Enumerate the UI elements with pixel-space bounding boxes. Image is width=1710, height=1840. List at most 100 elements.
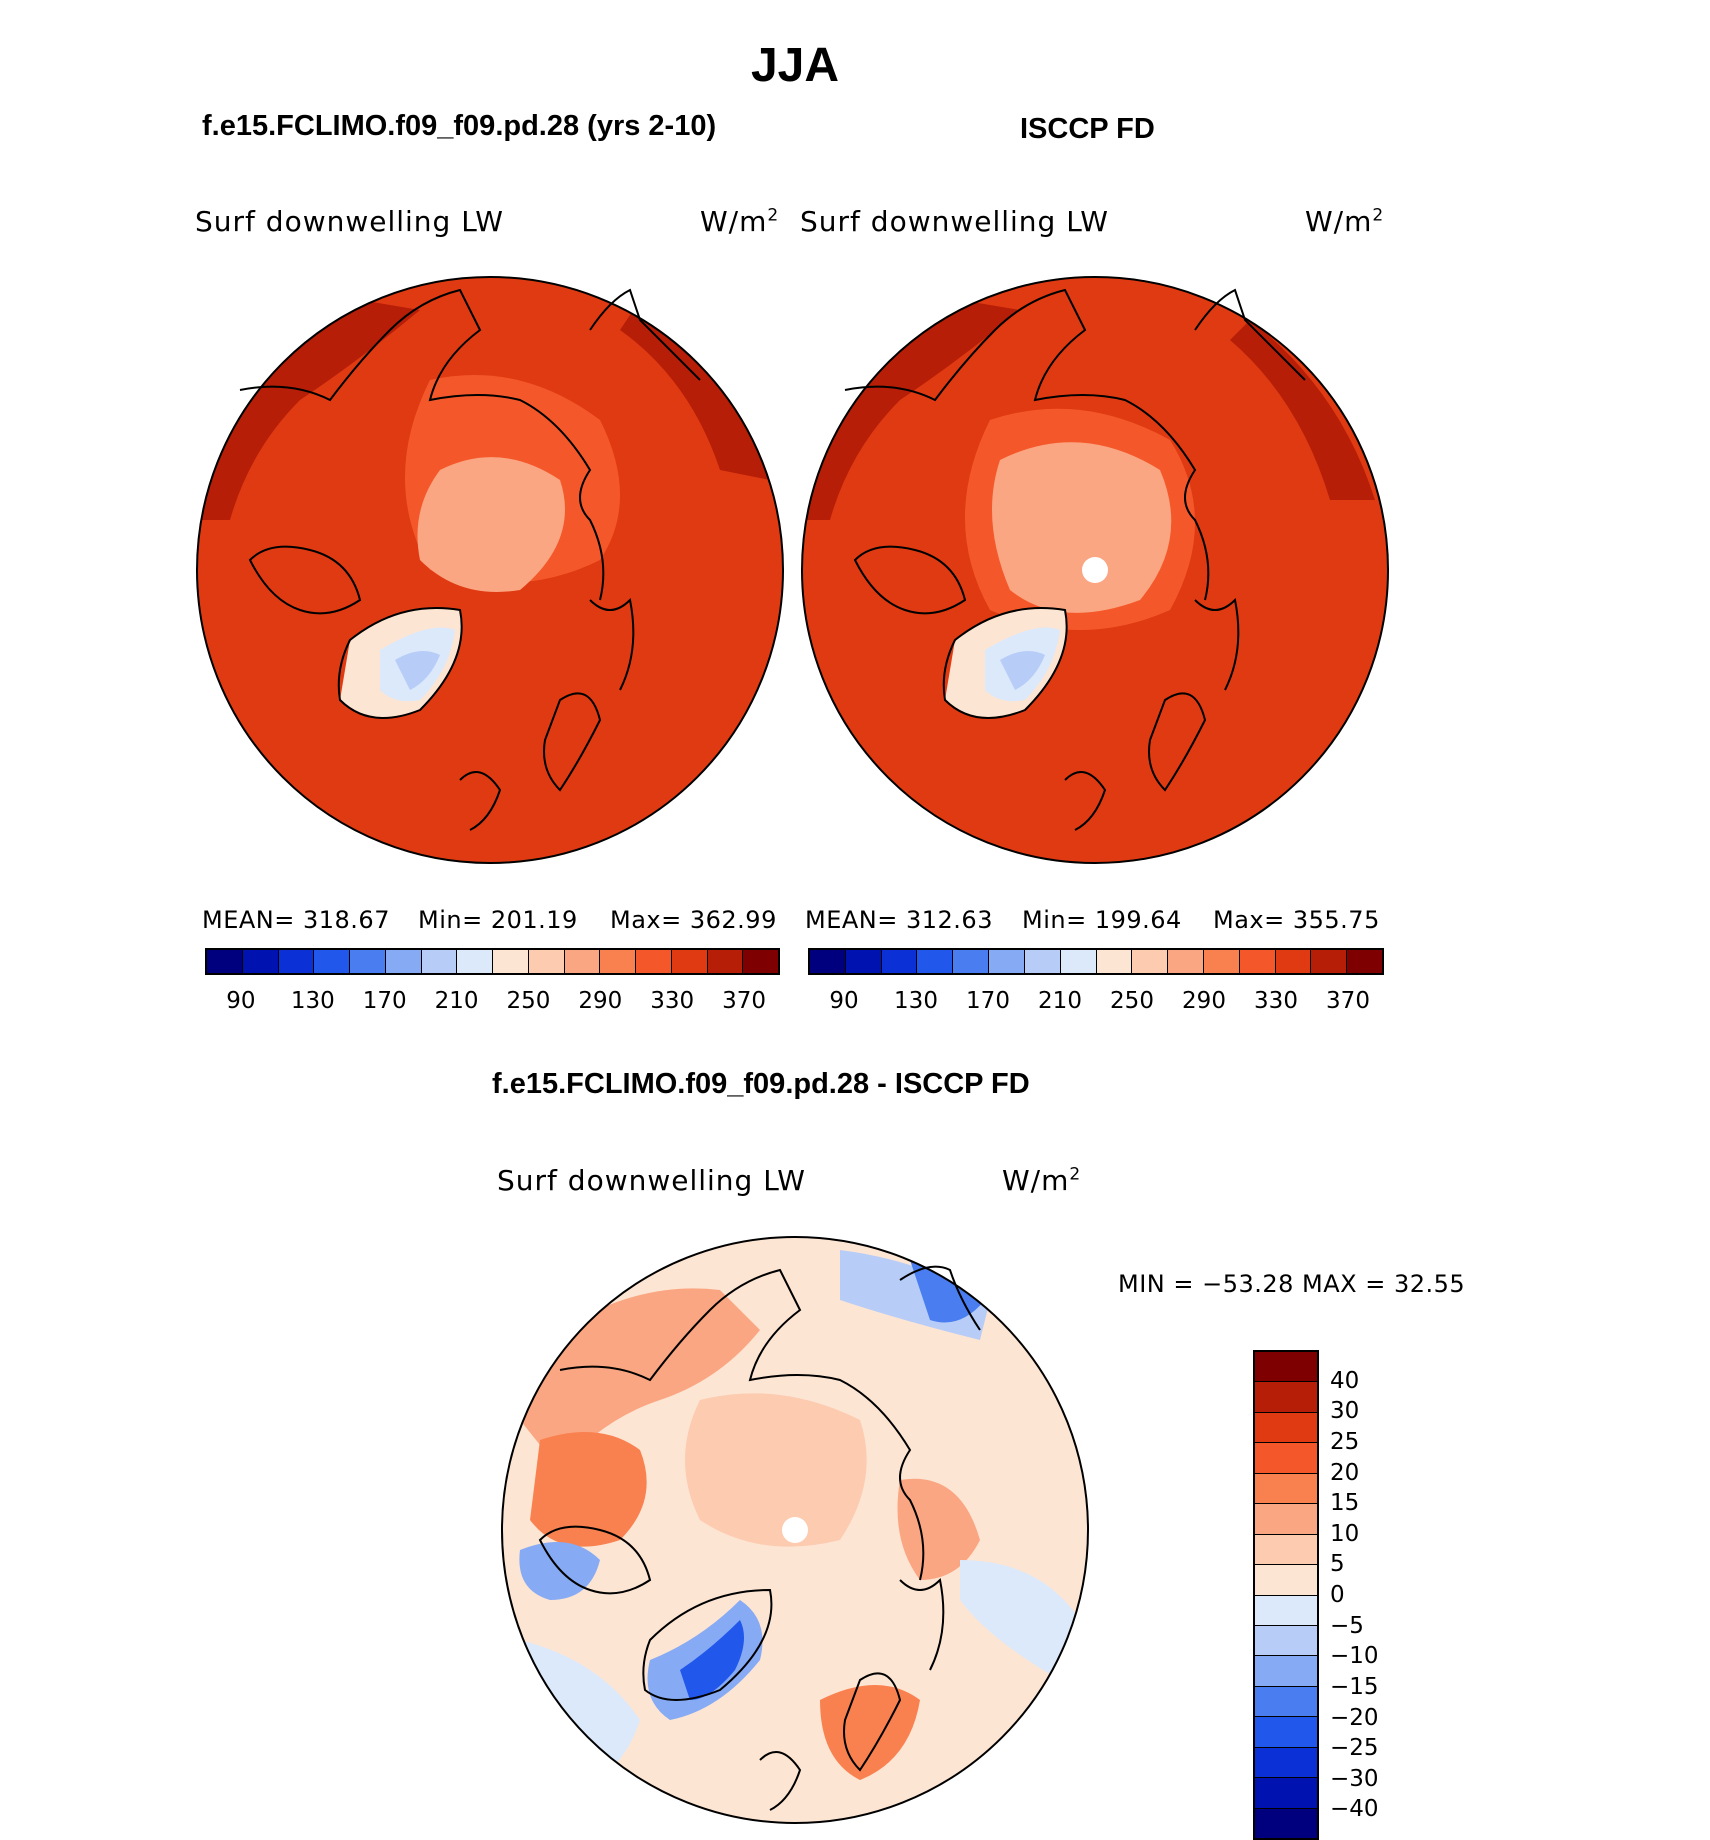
- diff-coastlines: [538, 1265, 981, 1811]
- diff-header: f.e15.FCLIMO.f09_f09.pd.28 - ISCCP FD: [492, 1068, 1030, 1100]
- panel2-colorbar-swatch: [953, 950, 990, 973]
- diff-field-neg-greenland: [647, 1600, 763, 1720]
- diff-colorbar-swatch: [1255, 1595, 1317, 1626]
- panel1-colorbar-swatch: [207, 950, 243, 973]
- panel1-coastlines: [239, 288, 701, 831]
- panel1-field-ring: [405, 375, 620, 583]
- diff-field-neg-sw: [520, 1640, 640, 1790]
- panel2-field-pole: [992, 442, 1172, 613]
- diff-colorbar-tick-label: 15: [1330, 1490, 1360, 1517]
- panel1-colorbar-swatch: [421, 950, 458, 973]
- panel1-field-greenland-rim: [340, 608, 462, 718]
- diff-field-neg-ne: [910, 1260, 985, 1323]
- panel2-colorbar-tick-label: 250: [1110, 988, 1154, 1014]
- panel2-variable-label: Surf downwelling LW: [800, 205, 1109, 238]
- diff-colorbar-swatch: [1255, 1717, 1317, 1748]
- diff-colorbar-swatch: [1255, 1443, 1317, 1474]
- panel2-colorbar-swatch: [1096, 950, 1133, 973]
- panel2-colorbar-tick-label: 330: [1254, 988, 1298, 1014]
- diff-pole-hole: [782, 1517, 808, 1543]
- panel2-colorbar-tick-label: 290: [1182, 988, 1226, 1014]
- panel1-map-border: [196, 276, 784, 864]
- panel1-colorbar-swatch: [743, 950, 778, 973]
- panel2-colorbar-swatch: [845, 950, 882, 973]
- panel2-min: Min= 199.64: [1022, 906, 1182, 934]
- diff-colorbar-tick-label: 20: [1330, 1459, 1360, 1486]
- diff-colorbar-tick-label: −15: [1330, 1673, 1379, 1700]
- panel1-colorbar-swatch: [314, 950, 350, 973]
- diff-field-neg-w: [519, 1542, 600, 1600]
- diff-colorbar-swatch: [1255, 1504, 1317, 1535]
- diff-units-label: W/m2: [1002, 1164, 1082, 1197]
- panel1-field-dark-ne: [620, 300, 770, 480]
- panel2-mean: MEAN= 312.63: [805, 906, 993, 934]
- diff-colorbar-swatch: [1255, 1565, 1317, 1596]
- panel1-colorbar-tick-label: 250: [506, 988, 551, 1014]
- panel2-pole-hole: [1082, 557, 1108, 583]
- panel1-colorbar-swatch: [707, 950, 744, 973]
- diff-field-neg-greenland-core: [680, 1620, 744, 1700]
- diff-colorbar-swatch: [1255, 1778, 1317, 1809]
- panel2-colorbar-swatch: [810, 950, 846, 973]
- diff-field-pos-nw: [520, 1288, 760, 1470]
- panel1-colorbar-swatch: [242, 950, 279, 973]
- diff-colorbar-tick-label: −25: [1330, 1735, 1379, 1762]
- panel1-colorbar-swatch: [564, 950, 601, 973]
- panel2-field-greenland: [985, 627, 1060, 702]
- diff-colorbar-tick-label: 40: [1330, 1367, 1360, 1394]
- diff-colorbar-tick-label: 5: [1330, 1551, 1345, 1578]
- panel1-colorbar-swatch: [457, 950, 493, 973]
- panel2-colorbar-swatch: [917, 950, 954, 973]
- panel1-colorbar-swatch: [493, 950, 529, 973]
- panel1-field-pole: [417, 457, 565, 592]
- diff-minmax: MIN = −53.28 MAX = 32.55: [1118, 1270, 1466, 1298]
- panel2-field-base: [802, 277, 1388, 863]
- panel1-colorbar-tick-label: 210: [434, 988, 479, 1014]
- panel1-colorbar-tick-label: 290: [578, 988, 623, 1014]
- panel2-colorbar-swatch: [1132, 950, 1169, 973]
- panel1-header: f.e15.FCLIMO.f09_f09.pd.28 (yrs 2-10): [202, 110, 717, 142]
- panel1-colorbar-tick-label: 370: [722, 988, 767, 1014]
- diff-colorbar-swatch: [1255, 1412, 1317, 1444]
- diff-colorbar-tick-label: −20: [1330, 1704, 1379, 1731]
- diff-colorbar-swatch: [1255, 1808, 1317, 1838]
- diff-map-border: [501, 1236, 1089, 1824]
- panel2-colorbar-tick-label: 130: [894, 988, 938, 1014]
- panel1-field-greenland-core: [395, 651, 440, 690]
- diff-colorbar-tick-label: 0: [1330, 1582, 1345, 1608]
- panel1-colorbar-swatch: [350, 950, 386, 973]
- panel2-colorbar-swatch: [1347, 950, 1382, 973]
- panel2-field-greenland-rim: [945, 608, 1067, 718]
- panel2-colorbar-swatch: [1239, 950, 1276, 973]
- panel2-coastlines: [844, 288, 1306, 831]
- diff-colorbar-tick-label: 30: [1330, 1398, 1360, 1425]
- diff-colorbar-tick-label: −30: [1330, 1765, 1379, 1792]
- diff-colorbar-tick-label: −40: [1330, 1796, 1379, 1823]
- panel1-colorbar-tick-label: 130: [290, 988, 335, 1014]
- panel2-map-border: [801, 276, 1389, 864]
- panel2-colorbar-tick-label: 170: [966, 988, 1010, 1014]
- diff-variable-label: Surf downwelling LW: [497, 1164, 806, 1197]
- panel1-colorbar-tick-label: 330: [650, 988, 695, 1014]
- panel2-field-dark-ne: [1230, 320, 1375, 500]
- diff-colorbar-swatch: [1255, 1686, 1317, 1718]
- panel2-units-label: W/m2: [1305, 205, 1385, 238]
- page-title: JJA: [750, 39, 840, 92]
- panel2-colorbar-tick-label: 370: [1326, 988, 1370, 1014]
- panel2-colorbar: [808, 948, 1384, 975]
- diff-field-pos-center: [685, 1393, 867, 1547]
- panel2-colorbar-swatch: [1168, 950, 1204, 973]
- panel1-colorbar-swatch: [600, 950, 636, 973]
- panel1-colorbar-swatch: [671, 950, 708, 973]
- panel2-colorbar-swatch: [881, 950, 918, 973]
- panel2-colorbar-swatch: [1311, 950, 1348, 973]
- panel1-field-base: [197, 277, 783, 863]
- panel1-mean: MEAN= 318.67: [202, 906, 390, 934]
- panel1-field-dark-nw: [200, 300, 420, 520]
- diff-colorbar-swatch: [1255, 1656, 1317, 1687]
- panel1-colorbar-tick-label: 170: [362, 988, 407, 1014]
- diff-colorbar-tick-label: 10: [1330, 1520, 1360, 1547]
- diff-colorbar-tick-label: −5: [1330, 1612, 1364, 1639]
- diff-field-pos-s: [820, 1685, 920, 1780]
- panel2-field-ring: [965, 408, 1195, 630]
